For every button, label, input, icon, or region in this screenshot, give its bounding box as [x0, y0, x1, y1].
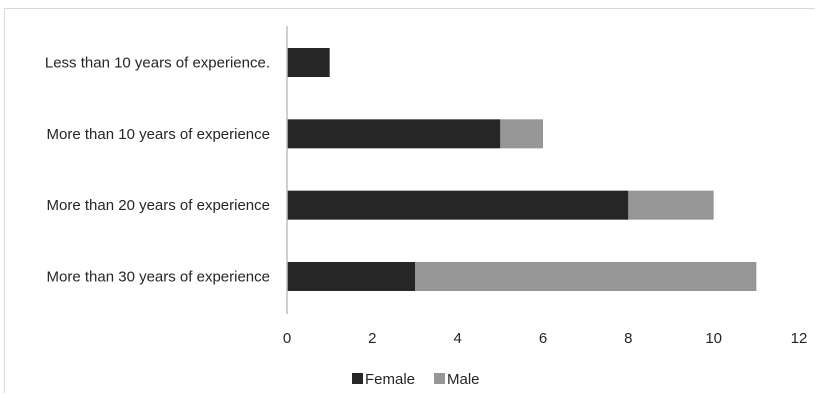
bars-layer — [287, 48, 757, 291]
x-tick-labels: 0 2 4 6 8 10 12 — [283, 330, 808, 347]
category-label: More than 30 years of experience — [47, 268, 270, 285]
category-labels: Less than 10 years of experience. More th… — [45, 55, 270, 286]
x-tick-label: 2 — [368, 330, 376, 347]
legend-label: Male — [447, 371, 480, 388]
bar-male — [628, 190, 714, 220]
x-tick-label: 12 — [791, 330, 808, 347]
category-label: Less than 10 years of experience. — [45, 55, 270, 72]
x-tick-label: 8 — [624, 330, 632, 347]
category-label: More than 20 years of experience — [47, 197, 270, 214]
legend-item-female: Female — [352, 371, 415, 388]
bar-female — [287, 261, 415, 291]
legend-swatch — [352, 373, 363, 384]
legend-label: Female — [365, 371, 415, 388]
x-tick-label: 0 — [283, 330, 291, 347]
legend-swatch — [434, 373, 445, 384]
bar-female — [287, 48, 330, 77]
x-tick-label: 6 — [539, 330, 547, 347]
bar-male — [500, 119, 543, 149]
legend-item-male: Male — [434, 371, 480, 388]
x-tick-label: 4 — [453, 330, 461, 347]
legend: Female Male — [352, 371, 480, 388]
x-tick-label: 10 — [705, 330, 722, 347]
bar-male — [415, 261, 757, 291]
bar-female — [287, 190, 629, 220]
category-label: More than 10 years of experience — [47, 126, 270, 143]
bar-female — [287, 119, 501, 149]
